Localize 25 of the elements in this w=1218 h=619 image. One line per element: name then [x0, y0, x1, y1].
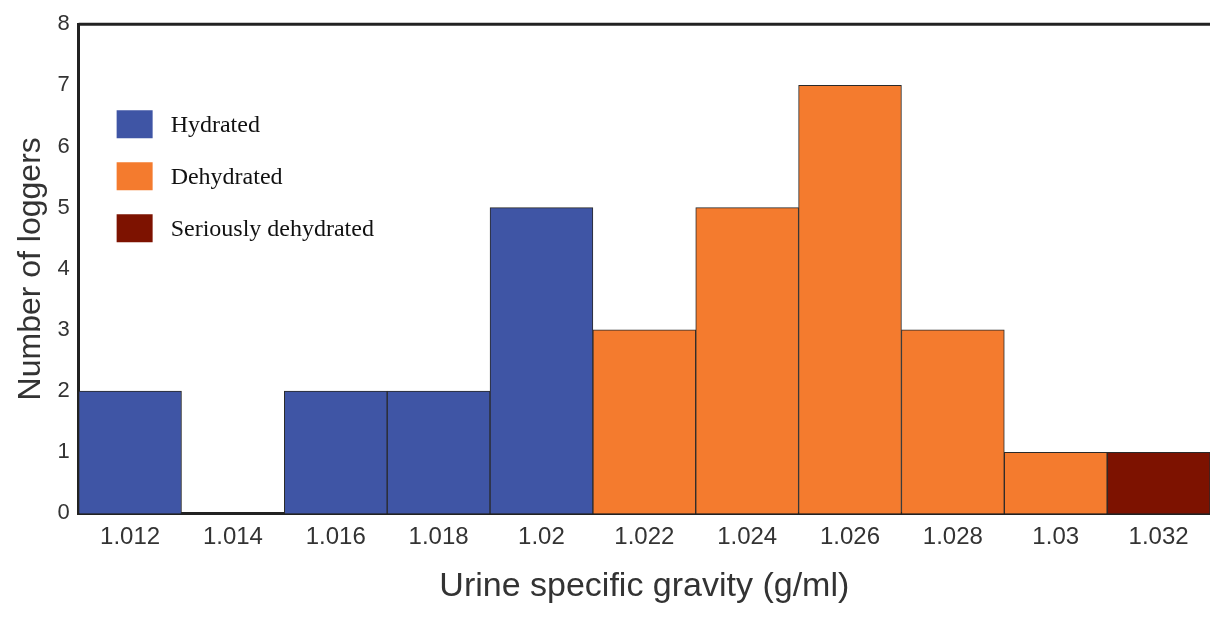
x-tick-label: 1.018: [408, 522, 469, 550]
x-tick-label: 1.03: [1032, 522, 1080, 550]
y-tick-label: 6: [57, 132, 70, 158]
legend-label: Seriously dehydrated: [170, 215, 374, 242]
x-tick-label: 1.024: [717, 522, 778, 550]
y-tick-label: 4: [57, 254, 70, 280]
y-tick-label: 0: [57, 499, 70, 525]
y-tick-label: 2: [57, 377, 70, 403]
x-tick-label: 1.022: [614, 522, 675, 550]
y-tick-label: 5: [57, 193, 70, 219]
x-axis-title: Urine specific gravity (g/ml): [439, 564, 850, 603]
y-tick-label: 7: [57, 71, 70, 97]
y-tick-label: 8: [57, 10, 70, 36]
x-tick-label: 1.014: [202, 522, 263, 550]
legend-label: Dehydrated: [170, 163, 283, 190]
x-tick-label: 1.026: [819, 522, 881, 550]
x-tick-label: 1.028: [922, 522, 983, 550]
y-tick-label: 3: [57, 316, 70, 342]
x-tick-label: 1.012: [100, 522, 161, 550]
y-tick-label: 1: [57, 438, 70, 464]
legend-label: Hydrated: [170, 111, 260, 138]
x-tick-label: 1.032: [1128, 522, 1189, 550]
x-tick-label: 1.02: [518, 522, 565, 550]
y-axis-title: Number of loggers: [11, 137, 48, 401]
x-tick-label: 1.016: [305, 522, 366, 550]
